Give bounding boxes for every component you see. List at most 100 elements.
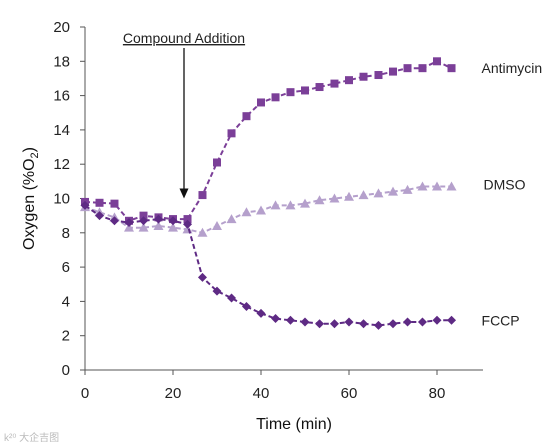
data-point-diamond [212,286,222,296]
data-point-square [433,57,441,66]
data-point-diamond [183,219,193,229]
x-tick-label: 60 [341,385,358,402]
data-point-triangle [285,200,296,210]
data-point-square [213,158,221,167]
data-point-triangle [226,214,237,224]
data-point-square [227,129,236,138]
y-axis-title-end: ) [21,147,38,152]
x-axis-title: Time (min) [256,416,332,433]
data-point-triangle [358,190,369,200]
y-tick-label: 18 [53,53,70,70]
data-point-square [242,112,251,121]
data-point-triangle [417,181,428,191]
data-point-square [110,199,119,208]
data-point-triangle [168,222,178,232]
data-point-triangle [270,200,281,210]
x-tick-label: 20 [165,385,182,402]
data-point-diamond [315,319,325,329]
series-labels: Antimycin DMSO FCCP [482,60,543,328]
data-point-triangle [256,205,266,215]
y-tick-label: 4 [62,293,70,310]
data-point-triangle [241,207,252,217]
data-point-square [403,64,412,73]
data-point-triangle [124,222,134,232]
data-point-triangle [329,193,340,203]
data-point-square [198,191,207,200]
series-label-fccp: FCCP [482,312,520,328]
y-axis-title-subscript: 2 [29,152,41,158]
annotation-text: Compound Addition [123,30,245,46]
data-point-square [330,79,339,88]
data-point-triangle [153,220,164,230]
y-tick-label: 20 [53,19,70,36]
data-point-diamond [197,272,207,282]
data-point-triangle [197,227,208,237]
data-point-diamond [300,317,310,327]
data-point-square [257,98,265,107]
series-label-antimycin: Antimycin [482,60,543,76]
x-tick-label: 0 [81,385,89,402]
series-line-antimycin [84,60,452,222]
data-point-square [271,93,280,102]
data-point-diamond [109,216,119,226]
data-point-diamond [373,320,383,330]
data-point-diamond [168,216,178,226]
data-point-triangle [314,195,325,205]
data-point-square [418,64,427,73]
data-point-diamond [359,319,369,329]
y-tick-label: 2 [62,328,70,345]
x-tick-label: 80 [429,385,446,402]
data-point-square [95,198,104,207]
series-line-fccp [84,204,452,327]
data-point-diamond [80,200,90,210]
watermark: k²⁰ 大企吉图 [4,431,59,444]
data-point-diamond [344,317,354,327]
y-tick-label: 8 [62,225,70,242]
series-dmso [80,181,457,237]
data-point-triangle [212,220,222,230]
data-point-square [389,67,397,76]
series-layer [80,57,457,330]
data-point-triangle [402,184,413,194]
data-point-diamond [432,315,442,325]
data-point-triangle [432,181,442,191]
data-point-diamond [124,218,134,228]
data-point-diamond [329,319,339,329]
data-point-diamond [271,314,281,324]
data-point-diamond [139,216,149,226]
data-point-diamond [153,214,163,224]
series-fccp [80,200,457,330]
series-antimycin [81,57,456,225]
y-axis-title-main: Oxygen (%O [21,158,38,250]
data-point-diamond [417,317,427,327]
data-point-square [345,76,353,85]
y-tick-label: 16 [53,88,70,105]
data-point-diamond [241,302,251,312]
y-tick-label: 14 [53,122,70,139]
data-point-diamond [227,293,237,303]
data-point-square [315,83,324,92]
data-point-diamond [95,211,105,221]
data-point-square [447,64,456,73]
data-point-square [139,211,148,220]
data-point-diamond [256,308,266,318]
data-point-triangle [138,222,149,232]
data-point-triangle [300,198,310,208]
data-point-square [359,72,368,81]
data-point-diamond [447,315,457,325]
data-point-diamond [285,315,295,325]
y-tick-label: 12 [53,156,70,173]
y-tick-label: 0 [62,362,70,379]
data-point-triangle [344,191,354,201]
y-tick-label: 10 [53,191,70,208]
data-point-square [374,71,383,80]
data-point-triangle [373,188,384,198]
y-tick-label: 6 [62,259,70,276]
y-axis-title: Oxygen (%O2) [21,147,41,250]
data-point-diamond [403,317,413,327]
data-point-triangle [388,186,398,196]
annotation-arrow-head [179,188,189,199]
compound-addition-annotation: Compound Addition [123,30,245,199]
data-point-square [183,215,192,224]
